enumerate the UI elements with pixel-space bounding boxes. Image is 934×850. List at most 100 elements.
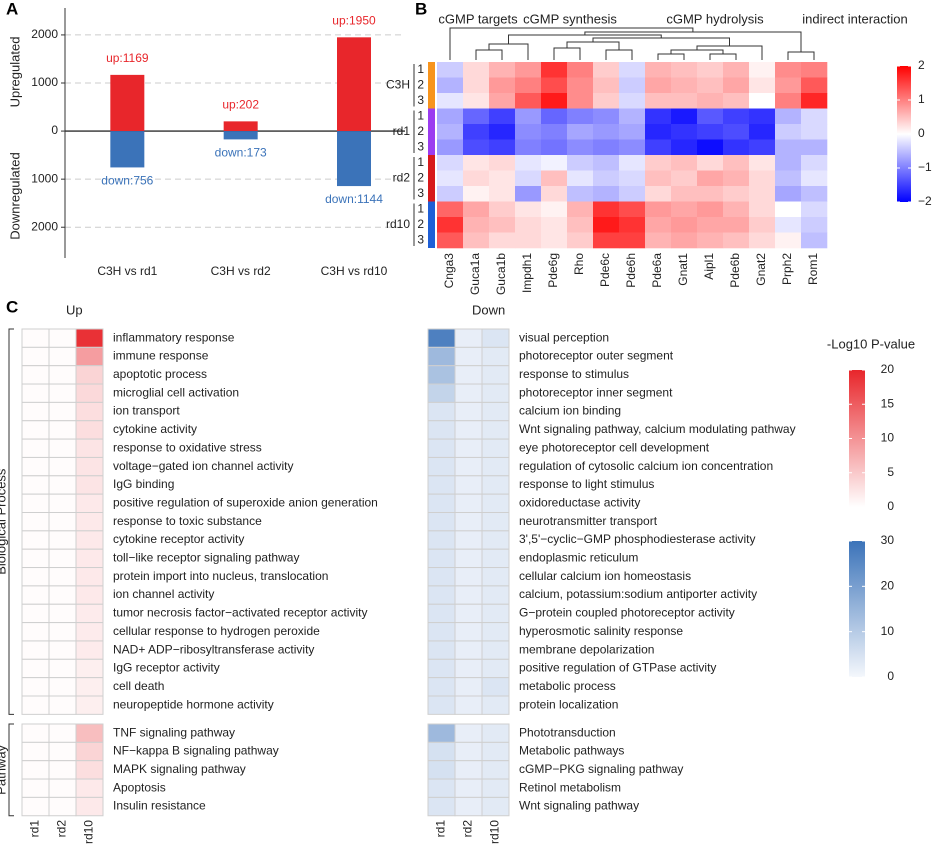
heatmap-cell (541, 201, 568, 218)
heatmap-cell (21, 658, 50, 679)
heatmap-cell (489, 93, 516, 109)
heatmap-cell (567, 155, 594, 171)
heatmap-cell (801, 62, 828, 78)
heatmap-cell (749, 77, 776, 94)
heatmap-cell (515, 108, 542, 125)
y-tick-label: 1000 (31, 75, 58, 89)
heatmap-cell (515, 62, 542, 78)
heatmap-cell (75, 328, 104, 348)
heatmap-cell (21, 493, 50, 513)
dendrogram (449, 27, 815, 60)
heatmap-cell (593, 77, 620, 94)
heatmap-cell (645, 217, 672, 233)
heatmap-cell (481, 328, 510, 348)
heatmap-cell (567, 217, 594, 233)
colorbar-label: 15 (881, 396, 895, 410)
heatmap-cell (454, 723, 483, 743)
heatmap-cell (749, 139, 776, 156)
heatmap-cell (481, 365, 510, 385)
heatmap-cell (48, 438, 77, 458)
term-label: microglial cell activation (113, 385, 239, 399)
heatmap-cell (427, 585, 456, 605)
heatmap-cell (21, 741, 50, 762)
heatmap-cell (671, 170, 698, 187)
heatmap-cell (481, 420, 510, 440)
heatmap-cell (541, 217, 568, 233)
heatmap-cell (463, 93, 490, 109)
heatmap-cell (481, 530, 510, 550)
heatmap-cell (515, 139, 542, 156)
heatmap-cell (463, 77, 490, 94)
heatmap-cell (48, 796, 77, 817)
heatmap-cell (697, 62, 724, 78)
heatmap-cell (671, 93, 698, 109)
heatmap-cell (567, 124, 594, 140)
heatmap-cell (21, 328, 50, 348)
colorbar (849, 370, 865, 507)
heatmap-cell (593, 139, 620, 156)
heatmap-cell (427, 741, 456, 762)
row-label: 1 (417, 155, 424, 169)
heatmap-cell (619, 62, 646, 78)
heatmap-cell (749, 186, 776, 202)
heatmap-cell (48, 640, 77, 660)
heatmap-cell (463, 217, 490, 233)
term-label: response to toxic substance (113, 514, 262, 528)
heatmap-cell (463, 124, 490, 140)
heatmap-cell (619, 77, 646, 94)
heatmap-cell (749, 155, 776, 171)
heatmap-cell (515, 124, 542, 140)
heatmap-cell (489, 108, 516, 125)
heatmap-cell (437, 77, 464, 94)
heatmap-cell (697, 155, 724, 171)
heatmap-cell (749, 62, 776, 78)
heatmap-cell (481, 723, 510, 743)
panel-label: C (6, 297, 18, 316)
heatmap-cell (427, 723, 456, 743)
heatmap-cell (427, 346, 456, 367)
heatmap-cell (593, 93, 620, 109)
bar (337, 37, 371, 132)
heatmap-cell (619, 217, 646, 233)
heatmap-cell (723, 201, 750, 218)
heatmap-cell (749, 124, 776, 140)
heatmap-cell (454, 695, 483, 715)
panel-title: Down (472, 302, 505, 317)
heatmap-cell (481, 438, 510, 458)
heatmap-cell (454, 401, 483, 422)
heatmap-cell (541, 124, 568, 140)
heatmap-cell (463, 155, 490, 171)
heatmap-cell (541, 108, 568, 125)
heatmap-cell (75, 796, 104, 817)
heatmap-cell (489, 139, 516, 156)
heatmap-cell (619, 93, 646, 109)
term-label: calcium, potassium:sodium antiporter act… (519, 587, 757, 601)
heatmap-cell (48, 493, 77, 513)
column-label: Gnat1 (676, 253, 690, 286)
heatmap-cell (427, 622, 456, 642)
column-label: Guca1b (494, 253, 508, 295)
term-label: protein localization (519, 697, 618, 711)
row-label: 1 (417, 108, 424, 122)
y-axis-title: Downregulated (7, 152, 22, 239)
heatmap-cell (541, 62, 568, 78)
heatmap-cell (437, 62, 464, 78)
heatmap-cell (481, 548, 510, 569)
heatmap-cell (541, 93, 568, 109)
heatmap-cell (801, 155, 828, 171)
heatmap-cell (593, 108, 620, 125)
heatmap-cell (454, 475, 483, 495)
colorbar-label: 0 (887, 669, 894, 683)
heatmap-cell (48, 622, 77, 642)
heatmap-cell (75, 365, 104, 385)
term-label: response to stimulus (519, 367, 629, 381)
column-label: rd2 (55, 820, 69, 838)
section-label: Biological Process (0, 468, 8, 575)
heatmap-cell (593, 155, 620, 171)
heatmap-cell (645, 201, 672, 218)
column-label: Aipl1 (702, 253, 716, 280)
heatmap-cell (671, 77, 698, 94)
heatmap-cell (697, 77, 724, 94)
heatmap-cell (21, 456, 50, 477)
heatmap-cell (481, 512, 510, 532)
